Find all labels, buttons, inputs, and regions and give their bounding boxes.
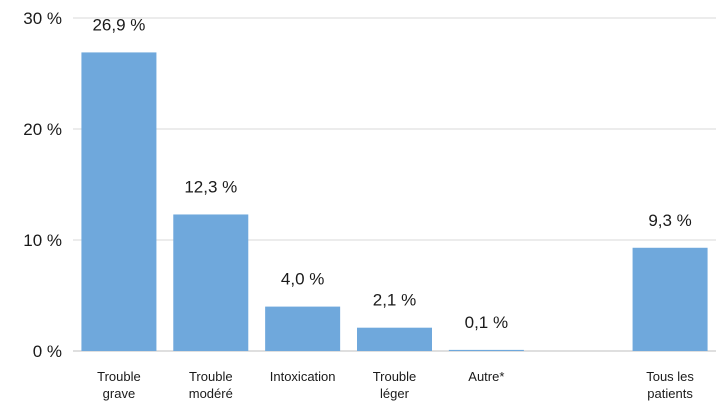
x-tick-label: Trouble <box>189 369 233 384</box>
x-axis-labels: Trouble grave Trouble modéré Intoxication Tro… <box>97 369 694 401</box>
x-tick-label: Trouble <box>97 369 141 384</box>
x-tick-label: patients <box>647 386 693 401</box>
x-tick-label: Intoxication <box>270 369 336 384</box>
y-tick-label: 30 % <box>23 9 62 28</box>
data-labels: 26,9 % 12,3 % 4,0 % 2,1 % 0,1 % 9,3 % <box>92 15 691 331</box>
bar <box>632 247 708 351</box>
bar <box>357 327 432 351</box>
bar <box>173 214 249 351</box>
bar <box>448 349 524 351</box>
x-tick-label: modéré <box>189 386 233 401</box>
data-label: 9,3 % <box>648 211 691 230</box>
y-tick-label: 0 % <box>33 342 62 361</box>
y-tick-label: 10 % <box>23 231 62 250</box>
y-axis-ticks: 0 % 10 % 20 % 30 % <box>23 9 62 361</box>
bar <box>81 52 157 351</box>
x-tick-label: Autre* <box>468 369 504 384</box>
x-tick-label: grave <box>103 386 136 401</box>
x-tick-label: Tous les <box>646 369 694 384</box>
bars <box>81 52 708 351</box>
data-label: 2,1 % <box>373 291 416 310</box>
x-tick-label: léger <box>380 386 410 401</box>
x-tick-label: Trouble <box>373 369 417 384</box>
data-label: 0,1 % <box>465 313 508 332</box>
data-label: 26,9 % <box>92 15 145 34</box>
data-label: 4,0 % <box>281 270 324 289</box>
data-label: 12,3 % <box>184 177 237 196</box>
y-tick-label: 20 % <box>23 120 62 139</box>
bar <box>265 306 341 351</box>
